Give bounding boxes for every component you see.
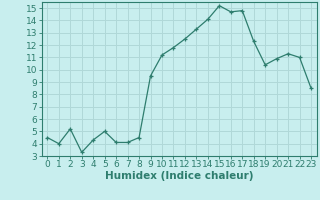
X-axis label: Humidex (Indice chaleur): Humidex (Indice chaleur) bbox=[105, 171, 253, 181]
